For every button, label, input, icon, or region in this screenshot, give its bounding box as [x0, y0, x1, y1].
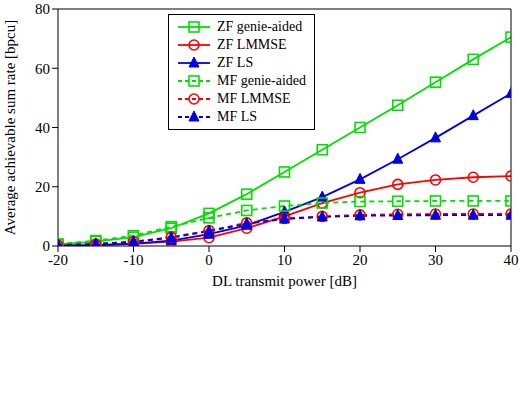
svg-text:40: 40 [504, 252, 513, 268]
svg-text:10: 10 [277, 252, 292, 268]
svg-text:0: 0 [43, 238, 51, 254]
html-text:MF LS: MF LS [217, 109, 258, 124]
svg-text:Average achievable sum rate [b: Average achievable sum rate [bpcu] [8, 20, 18, 235]
svg-text:20: 20 [35, 179, 50, 195]
svg-text:20: 20 [353, 252, 368, 268]
svg-text:30: 30 [428, 252, 443, 268]
svg-text:80: 80 [35, 1, 50, 17]
html-text:MF genie-aided: MF genie-aided [217, 73, 306, 88]
svg-text:60: 60 [35, 61, 50, 77]
svg-text:DL transmit power [dB]: DL transmit power [dB] [212, 273, 357, 289]
svg-text:-10: -10 [124, 252, 144, 268]
html-text:ZF LMMSE: ZF LMMSE [217, 37, 287, 52]
svg-text:40: 40 [35, 120, 50, 136]
html-text:ZF genie-aided: ZF genie-aided [217, 19, 303, 34]
svg-text:-20: -20 [48, 252, 68, 268]
html-text:MF LMMSE: MF LMMSE [217, 91, 291, 106]
svg-text:0: 0 [205, 252, 213, 268]
html-text:ZF LS: ZF LS [217, 55, 254, 70]
